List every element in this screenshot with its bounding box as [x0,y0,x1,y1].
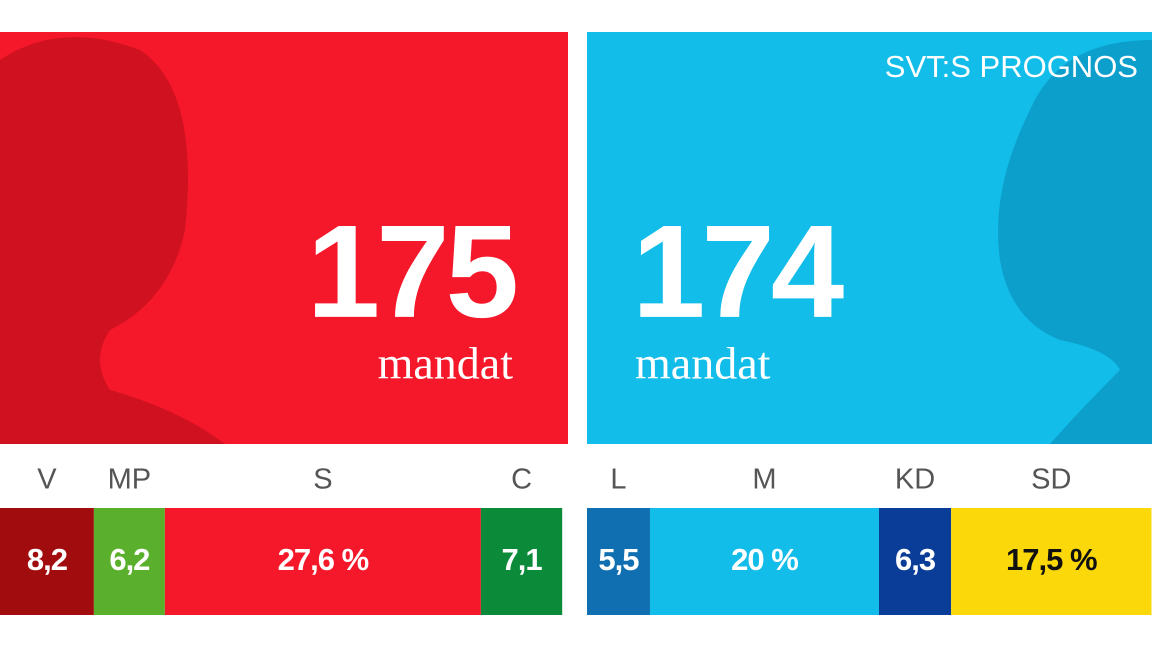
party-value: 20 % [731,542,798,577]
party-name: L [610,464,626,496]
party-value: 7,1 [501,542,542,577]
party-bar [649,508,879,615]
party-bar [951,508,1152,615]
party-bar [164,508,481,615]
seat-label: mandat [635,338,771,389]
party-name: MP [108,464,152,496]
seat-count: 175 [307,198,516,345]
party-name: S [313,464,332,496]
left-portrait [0,37,225,445]
party-bar [93,508,165,615]
party-bar [587,508,650,615]
party-name: M [752,464,776,496]
seat-label: mandat [378,338,514,389]
party-name: KD [895,464,935,496]
seat-count: 174 [632,198,844,345]
badge: SVT:S PROGNOS [885,49,1138,84]
party-bar [878,508,952,615]
party-bar [480,508,563,615]
right-portrait [998,40,1152,444]
party-value: 27,6 % [278,542,369,577]
party-name: SD [1031,464,1071,496]
party-value: 8,2 [27,542,67,577]
party-value: 5,5 [598,542,639,577]
party-name: V [37,464,57,496]
party-value: 6,2 [109,542,149,577]
party-bar [0,508,94,615]
party-value: 17,5 % [1006,542,1097,577]
party-name: C [511,464,532,496]
party-value: 6,3 [895,542,936,577]
